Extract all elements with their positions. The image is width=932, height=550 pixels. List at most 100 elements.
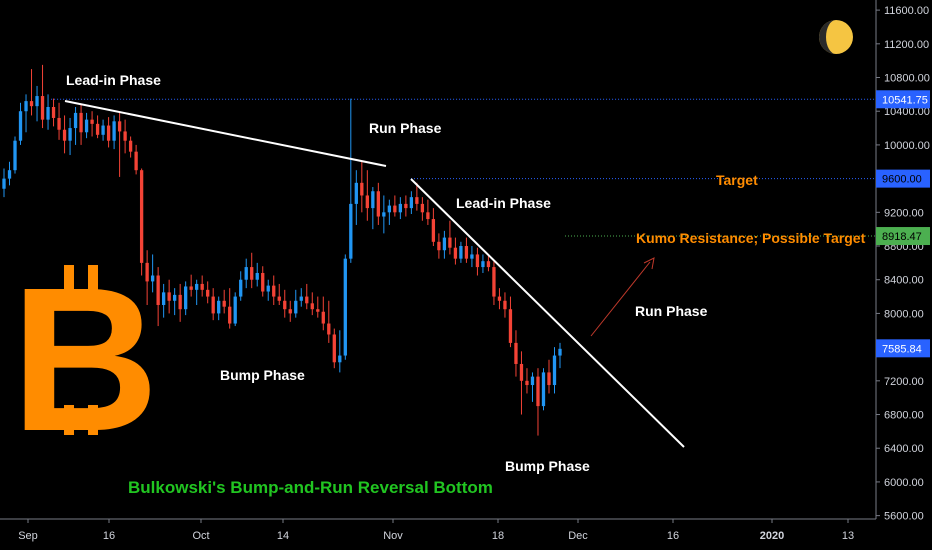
price-tick-label: 7200.00 bbox=[884, 376, 924, 388]
candle-body bbox=[459, 246, 463, 259]
candle-body bbox=[497, 296, 502, 301]
candle-body bbox=[57, 117, 61, 130]
candle-body bbox=[431, 219, 436, 242]
run-phase-label-1: Run Phase bbox=[369, 120, 442, 136]
candle-body bbox=[360, 182, 364, 196]
candle-body bbox=[492, 267, 496, 297]
candle-body bbox=[519, 363, 524, 381]
candle-body bbox=[128, 140, 133, 152]
candle-body bbox=[95, 123, 100, 135]
candle-body bbox=[211, 296, 215, 314]
candle-body bbox=[294, 300, 298, 314]
candle-body bbox=[409, 197, 414, 209]
candle-body bbox=[376, 191, 380, 217]
candle-body bbox=[24, 101, 28, 112]
candle-body bbox=[46, 107, 50, 120]
candle-body bbox=[184, 286, 188, 310]
candle-body bbox=[464, 246, 469, 259]
candle-body bbox=[161, 292, 166, 305]
price-tick-label: 11600.00 bbox=[884, 5, 929, 17]
candle-body bbox=[365, 195, 369, 209]
candle-body bbox=[206, 289, 210, 297]
price-tick-label: 6000.00 bbox=[884, 477, 924, 489]
trend-line-lower bbox=[410, 178, 685, 448]
bump-phase-label-2: Bump Phase bbox=[505, 458, 590, 474]
candle-body bbox=[338, 355, 342, 363]
time-tick-label: Sep bbox=[18, 530, 38, 542]
candle-body bbox=[84, 119, 89, 133]
run-phase-label-2: Run Phase bbox=[635, 303, 708, 319]
time-tick-label: Nov bbox=[383, 530, 403, 542]
candle-body bbox=[448, 237, 452, 248]
candle-body bbox=[250, 267, 254, 280]
price-tick-label: 9200.00 bbox=[884, 207, 924, 219]
price-tick-label: 11200.00 bbox=[884, 39, 929, 51]
candle-body bbox=[437, 241, 441, 251]
price-label-text: 8918.47 bbox=[882, 231, 922, 243]
candle-body bbox=[68, 128, 72, 141]
candle-body bbox=[18, 111, 23, 141]
candle-body bbox=[51, 107, 56, 118]
price-tick-label: 10800.00 bbox=[884, 73, 930, 85]
candle-body bbox=[7, 170, 12, 179]
bitcoin-logo-bar-bottom-right bbox=[88, 405, 98, 435]
price-tick-label: 10400.00 bbox=[884, 106, 930, 118]
candle-body bbox=[525, 380, 529, 386]
bump-phase-label-1: Bump Phase bbox=[220, 367, 305, 383]
moon-icon[interactable] bbox=[819, 20, 853, 54]
candle-body bbox=[332, 334, 336, 363]
time-tick-label: 16 bbox=[667, 530, 679, 542]
candle-body bbox=[305, 296, 309, 304]
run-phase-arrow bbox=[590, 261, 651, 337]
price-tick-label: 6400.00 bbox=[884, 443, 924, 455]
time-axis[interactable]: Sep 16 Oct 14 Nov 18 Dec 16 2020 13 bbox=[0, 518, 876, 542]
lead-in-phase-label-2: Lead-in Phase bbox=[456, 195, 551, 211]
chart-title: Bulkowski's Bump-and-Run Reversal Bottom bbox=[128, 478, 493, 497]
candle-body bbox=[288, 309, 292, 314]
candle-body bbox=[349, 203, 353, 259]
time-tick-label: 13 bbox=[842, 530, 854, 542]
candle-body bbox=[530, 376, 535, 386]
price-label-text: 10541.75 bbox=[882, 94, 928, 106]
candle-body bbox=[261, 272, 265, 292]
candle-body bbox=[112, 121, 116, 141]
price-tick-label: 6800.00 bbox=[884, 410, 924, 422]
candle-body bbox=[393, 205, 397, 213]
candle-body bbox=[475, 254, 480, 268]
candle-body bbox=[173, 294, 177, 301]
time-tick-label: 14 bbox=[277, 530, 289, 542]
candle-body bbox=[266, 285, 270, 292]
time-tick-label: Dec bbox=[568, 530, 588, 542]
candle-body bbox=[255, 272, 259, 280]
candle-body bbox=[117, 121, 122, 132]
candle-body bbox=[321, 311, 325, 324]
candle-body bbox=[283, 300, 287, 310]
bitcoin-logo: B bbox=[11, 245, 159, 474]
candle-body bbox=[222, 300, 226, 307]
candle-body bbox=[552, 355, 557, 386]
candle-body bbox=[200, 283, 204, 290]
candle-body bbox=[514, 342, 518, 364]
horizontal-levels bbox=[51, 98, 876, 237]
candle-body bbox=[35, 96, 39, 107]
candle-body bbox=[62, 129, 67, 141]
candle-body bbox=[503, 300, 507, 310]
candle-body bbox=[272, 285, 276, 297]
candles bbox=[2, 64, 562, 436]
candle-body bbox=[371, 191, 375, 209]
bitcoin-logo-bar-bottom-left bbox=[64, 405, 74, 435]
candle-body bbox=[13, 140, 17, 171]
candle-body bbox=[299, 296, 303, 301]
candle-body bbox=[2, 178, 6, 189]
candle-body bbox=[387, 205, 391, 213]
candle-body bbox=[233, 296, 237, 324]
candle-body bbox=[123, 131, 127, 141]
candle-body bbox=[73, 112, 78, 129]
candle-body bbox=[343, 258, 347, 356]
candle-body bbox=[382, 212, 386, 217]
candle-body bbox=[217, 300, 221, 314]
candle-body bbox=[481, 261, 485, 268]
